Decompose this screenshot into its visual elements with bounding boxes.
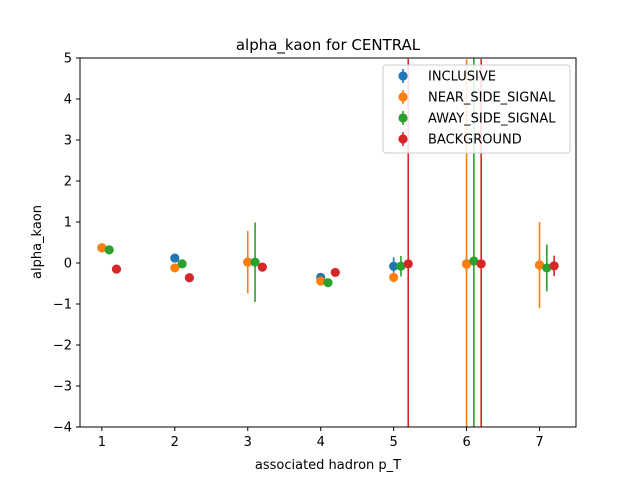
data-point [316,276,326,286]
data-point [396,261,406,271]
data-point [534,260,545,270]
data-point [170,263,180,273]
x-tick-label: 3 [244,435,252,450]
data-point [177,259,187,269]
y-tick-label: −1 [53,298,72,313]
y-tick-label: −2 [53,339,72,354]
y-tick-label: −4 [53,421,72,436]
chart-title: alpha_kaon for CENTRAL [236,36,421,55]
data-point [243,257,253,267]
axes: 1 2 3 4 5 6 7 −4 −3 −2 −1 0 1 2 3 4 5 [53,52,577,450]
y-tick-label: 4 [64,93,72,108]
data-point [389,261,399,271]
x-tick-label: 2 [171,435,179,450]
x-axis-label: associated hadron p_T [255,458,401,473]
data-point [104,245,114,255]
y-tick-label: 0 [64,257,72,272]
legend-label: NEAR_SIDE_SIGNAL [428,91,556,106]
data-point [170,253,180,263]
legend-label: BACKGROUND [428,133,522,148]
data-point [542,263,552,273]
y-tick-label: 5 [64,52,72,67]
legend-marker [398,71,408,81]
data-point [403,259,413,269]
plot-area [97,58,559,427]
data-point [461,259,472,269]
x-tick-label: 1 [98,435,106,450]
legend-label: AWAY_SIDE_SIGNAL [428,112,556,127]
y-tick-label: 1 [64,216,72,231]
plot-frame [79,57,577,428]
data-point [257,262,267,272]
x-tick-label: 7 [535,435,543,450]
data-point [97,243,107,253]
data-point [549,261,559,271]
legend-marker [398,134,408,144]
x-tick-label: 6 [462,435,470,450]
y-axis-label: alpha_kaon [30,205,45,279]
legend-box [382,64,571,154]
legend-marker [398,92,408,102]
data-point [476,259,486,269]
y-tick-label: −3 [53,380,72,395]
data-point [389,272,399,282]
y-tick-label: 3 [64,134,72,149]
legend-marker [398,113,408,123]
x-tick-label: 4 [317,435,325,450]
data-point [184,273,195,283]
y-tick-label: 2 [64,175,72,190]
data-point [323,278,333,288]
legend: INCLUSIVE NEAR_SIDE_SIGNAL AWAY_SIDE_SIGNA… [382,64,571,154]
data-point [111,264,122,274]
legend-label: INCLUSIVE [428,70,496,85]
x-tick-label: 5 [390,435,398,450]
data-point [330,267,340,278]
data-point [250,257,260,267]
data-point [469,256,479,266]
